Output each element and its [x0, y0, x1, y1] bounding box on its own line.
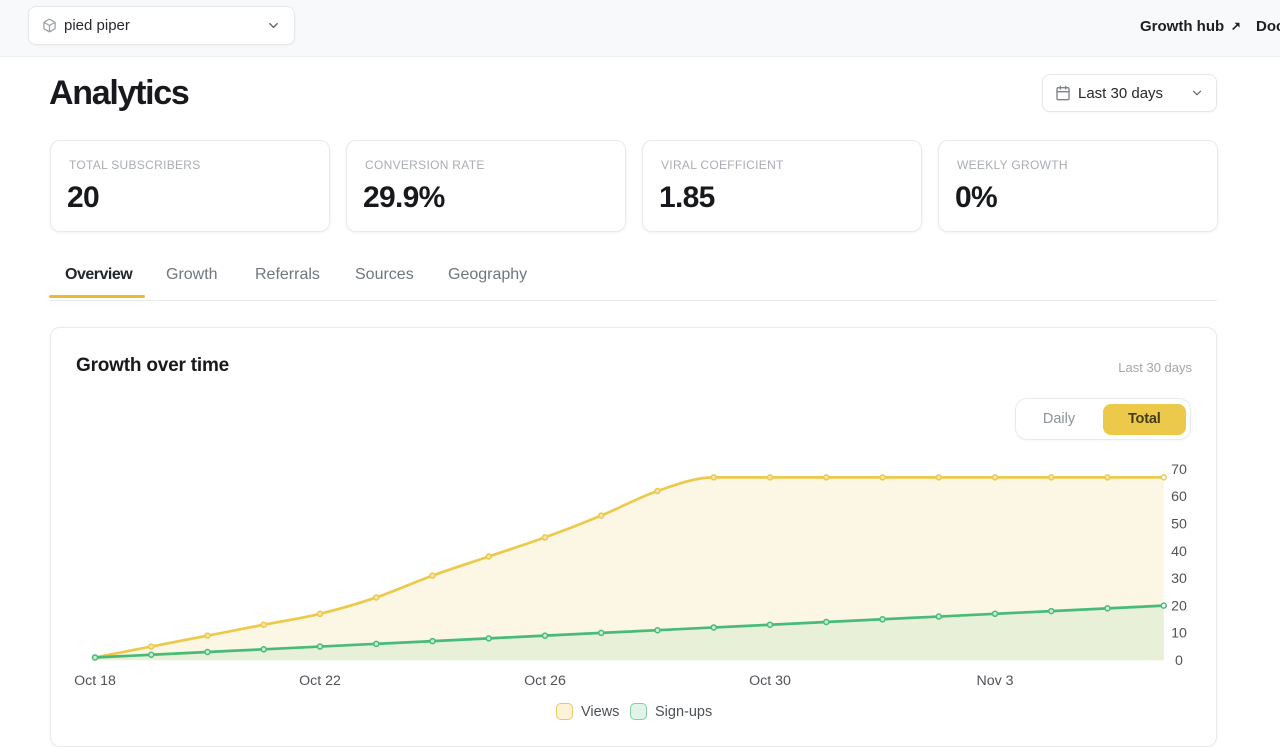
svg-text:10: 10: [1171, 626, 1187, 642]
svg-text:50: 50: [1171, 517, 1187, 533]
svg-text:30: 30: [1171, 571, 1187, 587]
svg-text:Oct 30: Oct 30: [749, 673, 791, 689]
svg-text:Oct 18: Oct 18: [74, 673, 116, 689]
svg-text:70: 70: [1171, 462, 1187, 478]
svg-text:20: 20: [1171, 598, 1187, 614]
svg-text:60: 60: [1171, 489, 1187, 505]
svg-text:0: 0: [1175, 653, 1183, 669]
svg-text:40: 40: [1171, 544, 1187, 560]
svg-text:Oct 26: Oct 26: [524, 673, 566, 689]
svg-text:Oct 22: Oct 22: [299, 673, 341, 689]
svg-text:Nov 3: Nov 3: [976, 673, 1013, 689]
